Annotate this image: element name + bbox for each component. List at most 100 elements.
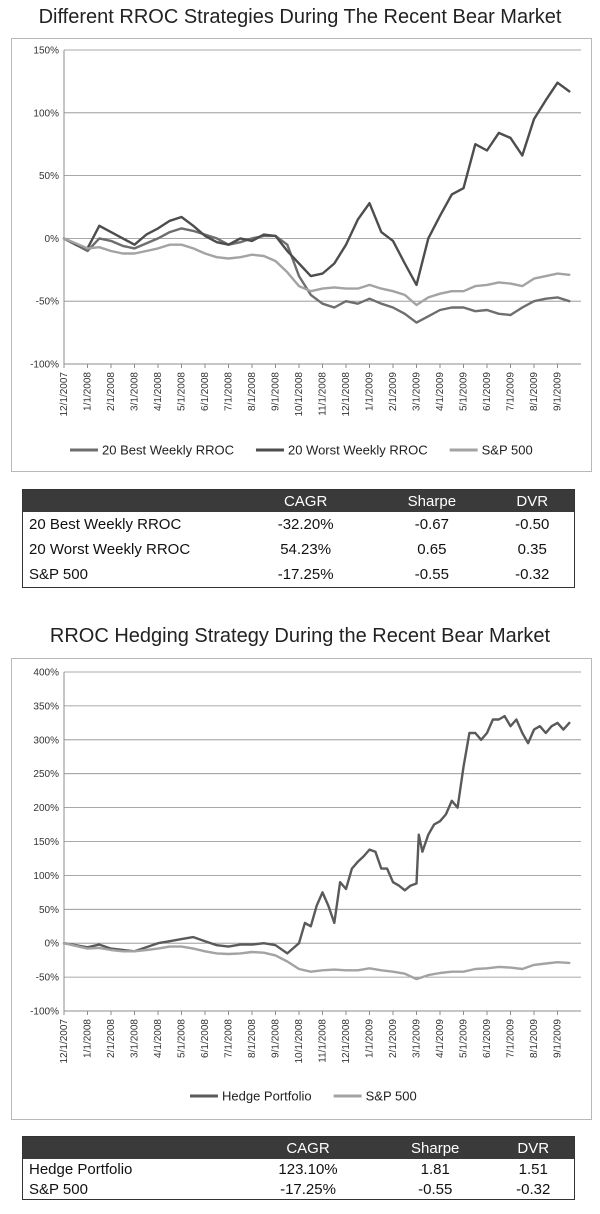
y-tick-label: 200% <box>33 803 59 814</box>
y-tick-label: 400% <box>33 668 59 679</box>
table-row: S&P 500 -17.25% -0.55 -0.32 <box>23 1179 575 1200</box>
x-tick-label: 9/1/2008 <box>271 1019 282 1058</box>
x-tick-label: 9/1/2008 <box>271 372 282 411</box>
series-line <box>62 227 571 324</box>
table-header-cell: CAGR <box>238 1136 379 1159</box>
x-tick-label: 11/1/2008 <box>318 372 329 416</box>
x-tick-label: 5/1/2008 <box>177 372 188 411</box>
x-tick-label: 8/1/2009 <box>529 1019 540 1058</box>
x-tick-label: 4/1/2008 <box>153 1019 164 1058</box>
row-label: S&P 500 <box>29 1180 88 1198</box>
row-label: Hedge Portfolio <box>29 1160 133 1178</box>
series-line <box>62 714 571 955</box>
x-tick-label: 7/1/2008 <box>224 1019 235 1058</box>
x-tick-label: 10/1/2008 <box>294 372 305 417</box>
x-tick-label: 4/1/2008 <box>153 372 164 411</box>
table-header-cell: DVR <box>492 1136 575 1159</box>
y-tick-label: 150% <box>33 46 59 57</box>
legend: 20 Best Weekly RROC 20 Worst Weekly RROC S… <box>70 443 533 458</box>
dvr-cell: -0.32 <box>516 1180 551 1198</box>
x-tick-label: 1/1/2008 <box>83 1019 94 1058</box>
x-tick-label: 1/1/2008 <box>83 372 94 411</box>
table-header-cell <box>22 489 238 512</box>
row-label: S&P 500 <box>29 566 88 583</box>
x-tick-label: 4/1/2009 <box>435 1019 446 1058</box>
y-tick-label: 100% <box>33 108 59 119</box>
row-label: 20 Worst Weekly RROC <box>29 541 191 558</box>
sharpe-cell: 1.81 <box>420 1160 450 1178</box>
x-tick-label: 2/1/2008 <box>106 1019 117 1058</box>
y-tick-label: 100% <box>33 871 59 882</box>
cagr-cell: -32.20% <box>277 516 334 533</box>
sharpe-cell: -0.55 <box>414 566 449 583</box>
table-row: Hedge Portfolio 123.10% 1.81 1.51 <box>23 1159 575 1179</box>
row-label: 20 Best Weekly RROC <box>29 516 182 533</box>
cagr-cell: 123.10% <box>278 1160 338 1178</box>
table-header-row: CAGR Sharpe DVR <box>22 489 575 512</box>
x-tick-label: 12/1/2008 <box>341 1019 352 1064</box>
dvr-cell: -0.32 <box>515 566 550 583</box>
sharpe-cell: -0.55 <box>418 1180 453 1198</box>
legend: Hedge Portfolio S&P 500 <box>190 1089 417 1104</box>
cagr-cell: -17.25% <box>277 566 334 583</box>
sharpe-cell: -0.67 <box>414 516 449 533</box>
legend-label: 20 Best Weekly RROC <box>102 443 234 458</box>
x-tick-label: 6/1/2009 <box>482 372 493 411</box>
table-row: 20 Worst Weekly RROC 54.23% 0.65 0.35 <box>23 537 575 562</box>
x-tick-label: 8/1/2008 <box>247 1019 258 1058</box>
x-tick-label: 3/1/2009 <box>412 1019 423 1058</box>
series-line <box>62 942 571 981</box>
legend-label: S&P 500 <box>366 1089 417 1104</box>
chart1-title: Different RROC Strategies During The Rec… <box>38 6 562 28</box>
chart2: -100% -50% 0% 50% 100% 150% 200% 250% 300% 350% 40… <box>11 658 592 1120</box>
x-tick-label: 6/1/2009 <box>482 1019 493 1058</box>
x-tick-label: 6/1/2008 <box>200 1019 211 1058</box>
x-tick-label: 2/1/2009 <box>388 372 399 411</box>
x-tick-label: 12/1/2007 <box>59 372 70 417</box>
chart2-title: RROC Hedging Strategy During the Recent … <box>49 625 551 647</box>
x-tick-label: 2/1/2009 <box>388 1019 399 1058</box>
x-tick-label: 12/1/2007 <box>59 1019 70 1064</box>
table-row: 20 Best Weekly RROC -32.20% -0.67 -0.50 <box>23 512 575 537</box>
x-tick-label: 2/1/2008 <box>106 372 117 411</box>
y-tick-label: 250% <box>33 769 59 780</box>
x-tick-label: 8/1/2008 <box>247 372 258 411</box>
table-header-cell: DVR <box>490 489 575 512</box>
x-tick-label: 4/1/2009 <box>435 372 446 411</box>
x-tick-label: 3/1/2008 <box>130 1019 141 1058</box>
legend-label: S&P 500 <box>482 443 533 458</box>
x-tick-label: 7/1/2008 <box>224 372 235 411</box>
y-tick-label: 150% <box>33 837 59 848</box>
x-tick-label: 10/1/2008 <box>294 1019 305 1064</box>
y-tick-label: -50% <box>36 297 59 308</box>
y-tick-label: 350% <box>33 701 59 712</box>
x-tick-label: 1/1/2009 <box>365 1019 376 1058</box>
y-tick-label: 0% <box>45 234 60 245</box>
chart1: -100% -50% 0% 50% 100% 150% 12/1/2007 1/1/2008 2… <box>11 38 592 472</box>
x-tick-label: 9/1/2009 <box>553 1019 564 1058</box>
y-tick-label: -50% <box>36 973 59 984</box>
table-header-cell: Sharpe <box>373 489 491 512</box>
legend-label: Hedge Portfolio <box>222 1089 312 1104</box>
x-tick-label: 5/1/2008 <box>177 1019 188 1058</box>
sharpe-cell: 0.65 <box>417 541 447 558</box>
x-tick-label: 11/1/2008 <box>318 1019 329 1063</box>
table-header-row: CAGR Sharpe DVR <box>22 1136 575 1159</box>
chart1-svg: -100% -50% 0% 50% 100% 150% 12/1/2007 1/1/2008 2… <box>30 46 581 458</box>
x-tick-label: 12/1/2008 <box>341 372 352 417</box>
y-tick-label: 300% <box>33 735 59 746</box>
x-tick-label: 3/1/2008 <box>130 372 141 411</box>
dvr-cell: 0.35 <box>517 541 547 558</box>
x-tick-label: 5/1/2009 <box>459 372 470 411</box>
dvr-cell: 1.51 <box>518 1160 548 1178</box>
stats-table-2: CAGR Sharpe DVR Hedge Portfolio 123.10% … <box>22 1136 575 1200</box>
y-tick-label: 50% <box>39 171 59 182</box>
series-line <box>62 237 571 307</box>
stats-table-1: CAGR Sharpe DVR 20 Best Weekly RROC -32.… <box>22 489 575 588</box>
y-tick-label: -100% <box>30 1007 59 1018</box>
x-tick-label: 1/1/2009 <box>365 372 376 411</box>
table-header-cell: CAGR <box>238 489 374 512</box>
x-tick-label: 7/1/2009 <box>506 1019 517 1058</box>
chart2-svg: -100% -50% 0% 50% 100% 150% 200% 250% 300% 350% 40… <box>30 668 581 1104</box>
table-header-cell <box>22 1136 238 1159</box>
